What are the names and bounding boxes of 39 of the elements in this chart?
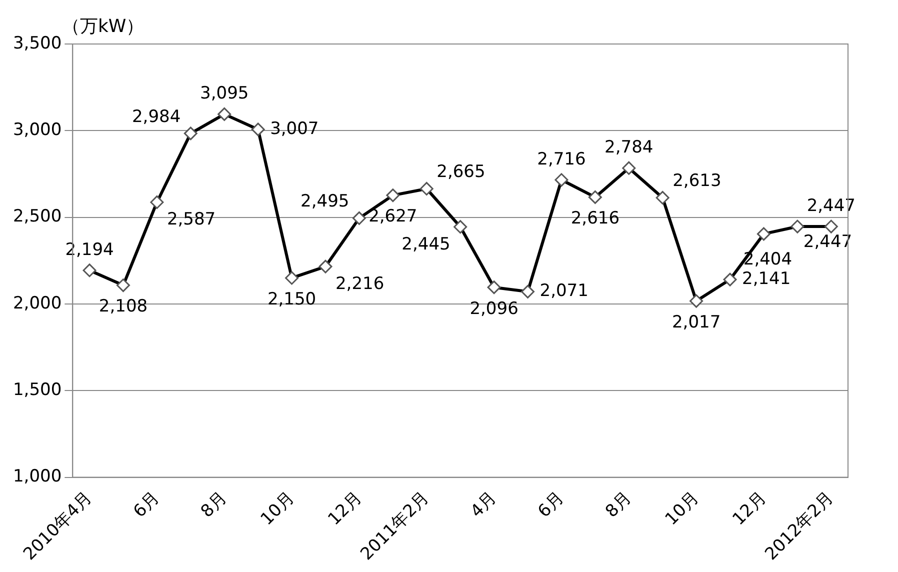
data-label: 2,194 [65, 240, 114, 260]
data-label: 2,716 [537, 149, 586, 170]
x-tick-label: 6月 [130, 488, 164, 522]
x-tick-label: 8月 [602, 488, 636, 522]
data-label: 2,627 [368, 206, 418, 227]
y-tick-label: 1,500 [12, 380, 62, 400]
y-tick-label: 2,000 [12, 293, 62, 314]
data-label: 2,613 [672, 171, 722, 192]
y-tick-label: 2,500 [12, 206, 62, 227]
data-label: 2,096 [470, 298, 518, 319]
data-label: 2,141 [742, 268, 791, 289]
x-tick-label: 12月 [728, 488, 770, 530]
data-label: 2,150 [267, 289, 316, 310]
data-label: 2,784 [604, 138, 654, 158]
x-tick-label: 10月 [662, 488, 703, 530]
data-label: 2,017 [672, 312, 721, 332]
data-label: 2,447 [803, 232, 852, 252]
data-label: 3,095 [200, 84, 249, 104]
data-label: 2,404 [743, 249, 792, 270]
y-tick-label: 3,000 [12, 120, 62, 140]
data-label: 2,984 [132, 106, 181, 127]
y-tick-label: 3,500 [12, 33, 62, 54]
data-label: 2,108 [98, 296, 148, 317]
data-label: 3,007 [270, 118, 319, 139]
y-tick-label: 1,000 [12, 466, 62, 487]
x-tick-label: 12月 [324, 488, 366, 530]
x-tick-label: 6月 [534, 488, 568, 522]
data-label: 2,587 [166, 210, 216, 230]
data-label: 2,071 [540, 281, 588, 302]
data-label: 2,495 [300, 192, 350, 212]
y-axis-title: （万kW） [62, 15, 144, 38]
data-label: 2,665 [436, 162, 486, 182]
data-label: 2,616 [570, 208, 620, 229]
data-label: 2,445 [402, 234, 450, 254]
x-tick-label: 4月 [466, 488, 501, 522]
x-tick-label: 10月 [256, 488, 298, 530]
data-label: 2,447 [806, 196, 856, 216]
x-tick-label: 8月 [197, 488, 232, 522]
data-label: 2,216 [335, 274, 384, 294]
